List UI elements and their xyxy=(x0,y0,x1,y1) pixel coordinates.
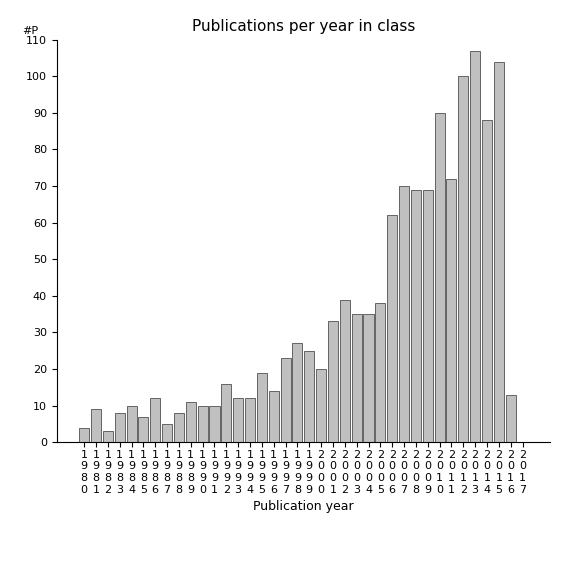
Bar xyxy=(375,303,386,442)
Bar xyxy=(340,299,350,442)
Bar xyxy=(245,399,255,442)
Bar xyxy=(434,113,445,442)
Bar xyxy=(423,190,433,442)
Bar xyxy=(186,402,196,442)
Bar xyxy=(446,179,456,442)
X-axis label: Publication year: Publication year xyxy=(253,500,354,513)
Bar xyxy=(126,405,137,442)
Bar xyxy=(209,405,219,442)
Bar xyxy=(304,351,314,442)
Bar xyxy=(269,391,279,442)
Bar xyxy=(91,409,101,442)
Bar xyxy=(470,50,480,442)
Bar xyxy=(482,120,492,442)
Bar xyxy=(363,314,374,442)
Bar xyxy=(387,215,397,442)
Bar xyxy=(198,405,208,442)
Title: Publications per year in class: Publications per year in class xyxy=(192,19,415,35)
Bar xyxy=(150,399,160,442)
Text: #P: #P xyxy=(22,26,39,36)
Bar xyxy=(138,417,149,442)
Bar xyxy=(174,413,184,442)
Bar xyxy=(316,369,326,442)
Bar xyxy=(494,62,504,442)
Bar xyxy=(293,344,302,442)
Bar xyxy=(506,395,516,442)
Bar xyxy=(458,77,468,442)
Bar xyxy=(328,321,338,442)
Bar xyxy=(103,431,113,442)
Bar xyxy=(221,384,231,442)
Bar xyxy=(115,413,125,442)
Bar xyxy=(162,424,172,442)
Bar xyxy=(233,399,243,442)
Bar xyxy=(399,186,409,442)
Bar xyxy=(281,358,291,442)
Bar xyxy=(257,373,267,442)
Bar xyxy=(352,314,362,442)
Bar xyxy=(411,190,421,442)
Bar xyxy=(79,428,89,442)
